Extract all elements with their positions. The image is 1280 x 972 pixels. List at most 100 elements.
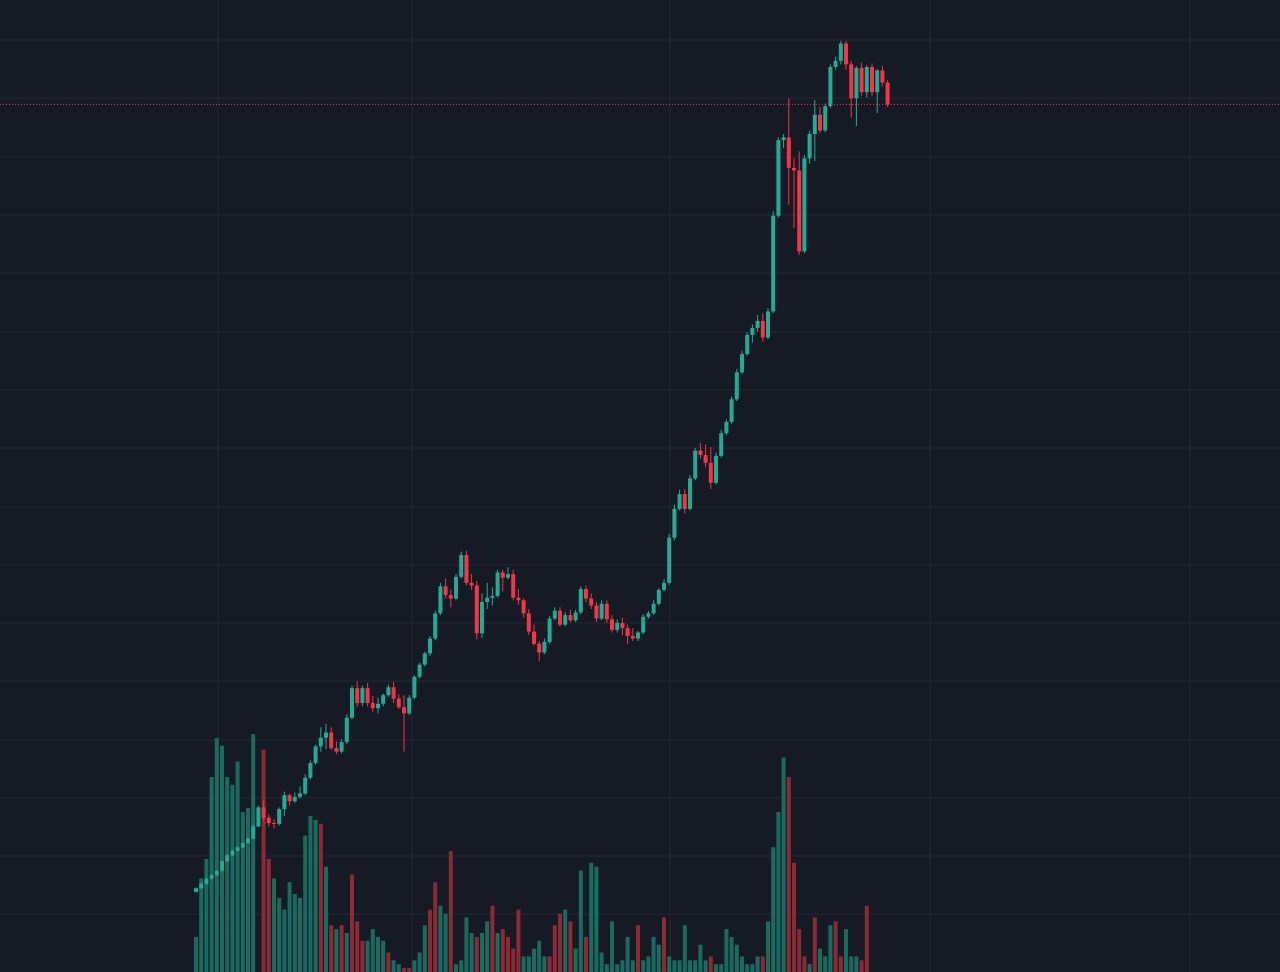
candle [682, 488, 687, 514]
volume-bar [391, 960, 396, 972]
candle-body [204, 878, 209, 884]
volume-bar [230, 784, 235, 972]
candle-body [724, 421, 729, 434]
candle-body [448, 595, 453, 599]
volume-bar [589, 862, 594, 972]
candle [745, 332, 750, 356]
candle-body [454, 576, 458, 599]
candle-body [251, 826, 256, 839]
volume-bar [438, 905, 443, 972]
volume-bar [324, 866, 328, 972]
candle-body [578, 588, 583, 613]
candle [433, 610, 438, 641]
candle-body [506, 574, 510, 578]
volume-bar [714, 964, 718, 972]
volume-bar [630, 960, 635, 972]
volume-bar [350, 874, 354, 972]
candle [703, 444, 708, 468]
candle-body [214, 870, 219, 876]
volume-bar [272, 878, 276, 972]
candle [521, 598, 526, 618]
candle [209, 874, 214, 880]
candle-body [854, 67, 859, 99]
candle-body [194, 888, 198, 892]
candle [818, 106, 822, 134]
candle [537, 641, 542, 662]
volume-bar [433, 882, 438, 972]
candle [797, 151, 802, 255]
candle-body [745, 334, 750, 355]
candle-body [844, 43, 848, 65]
volume-bar [459, 960, 464, 972]
candle-body [261, 807, 266, 818]
candle [568, 609, 573, 623]
candle-body [240, 843, 245, 848]
candle-body [344, 717, 349, 743]
candle-body [287, 795, 292, 802]
candle-body [776, 140, 781, 216]
volume-bar [786, 777, 791, 972]
volume-bar [474, 936, 479, 972]
candle-body [298, 793, 302, 797]
candle-body [459, 555, 464, 577]
candle-body [859, 67, 864, 93]
candle [360, 685, 365, 707]
candle-body [266, 817, 271, 823]
candle [287, 793, 292, 806]
candle-body [464, 555, 469, 583]
volume-bar [552, 925, 557, 972]
candle [802, 154, 807, 254]
candle [781, 133, 786, 148]
candle [630, 628, 635, 642]
volume-bar [838, 956, 843, 972]
volume-bar [318, 823, 323, 972]
volume-bar [246, 808, 250, 972]
volume-bar [396, 964, 401, 972]
candle-body [651, 603, 656, 614]
volume-bar [833, 921, 838, 972]
candle [740, 350, 744, 375]
volume-bar [464, 917, 469, 972]
candle [282, 791, 287, 817]
candle-body [246, 838, 250, 844]
volume-bar [812, 917, 817, 972]
volume-bar [844, 929, 848, 972]
volume-bar [329, 925, 334, 972]
candle [532, 624, 536, 646]
volume-bar [620, 960, 625, 972]
volume-bar [251, 734, 256, 972]
candle [220, 860, 224, 872]
candle-body [329, 732, 334, 749]
candle [584, 585, 588, 603]
candle-body [766, 311, 770, 338]
candle [292, 792, 297, 803]
candle-body [714, 455, 718, 483]
volume-bar [693, 960, 698, 972]
volume-bar [771, 847, 776, 972]
candle [407, 695, 412, 716]
candle-body [870, 66, 874, 93]
volume-bar [667, 956, 672, 972]
candle-body [199, 883, 204, 889]
candle [864, 65, 869, 98]
volume-bar [760, 956, 765, 972]
candle-body [490, 595, 495, 598]
candle [318, 727, 323, 752]
volume-bar [750, 964, 755, 972]
candle-body [849, 64, 854, 99]
candle [662, 579, 666, 592]
candle-body [386, 687, 391, 696]
candle-body [734, 372, 739, 400]
volume-bar [417, 952, 422, 972]
candle [776, 137, 781, 218]
candle [677, 489, 682, 511]
volume-bar [370, 929, 375, 972]
candle [500, 569, 505, 592]
volume-bar [698, 944, 703, 972]
volume-bar [745, 964, 750, 972]
candle-body [594, 605, 599, 619]
candle [859, 62, 864, 96]
candle-body [828, 66, 833, 107]
candle [755, 314, 760, 332]
